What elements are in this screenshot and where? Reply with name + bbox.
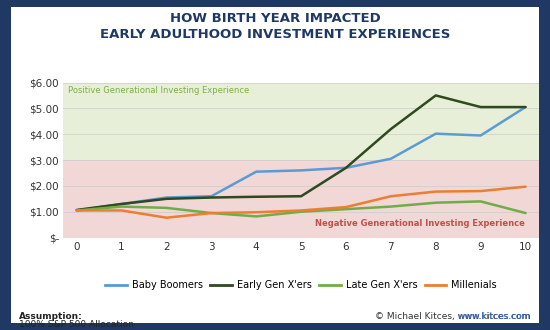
Text: Negative Generational Investing Experience: Negative Generational Investing Experien… [315,219,525,228]
Text: HOW BIRTH YEAR IMPACTED
EARLY ADULTHOOD INVESTMENT EXPERIENCES: HOW BIRTH YEAR IMPACTED EARLY ADULTHOOD … [100,12,450,41]
Text: www.kitces.com: www.kitces.com [458,312,531,321]
Text: 100% S&P 500 Allocation: 100% S&P 500 Allocation [19,320,134,329]
Text: © Michael Kitces, www.kitces.com: © Michael Kitces, www.kitces.com [375,312,531,321]
Text: Positive Generational Investing Experience: Positive Generational Investing Experien… [68,85,249,95]
Legend: Baby Boomers, Early Gen X'ers, Late Gen X'ers, Millenials: Baby Boomers, Early Gen X'ers, Late Gen … [102,277,501,294]
Bar [63,160,539,238]
Bar [63,82,539,160]
Text: Assumption:: Assumption: [19,312,83,321]
